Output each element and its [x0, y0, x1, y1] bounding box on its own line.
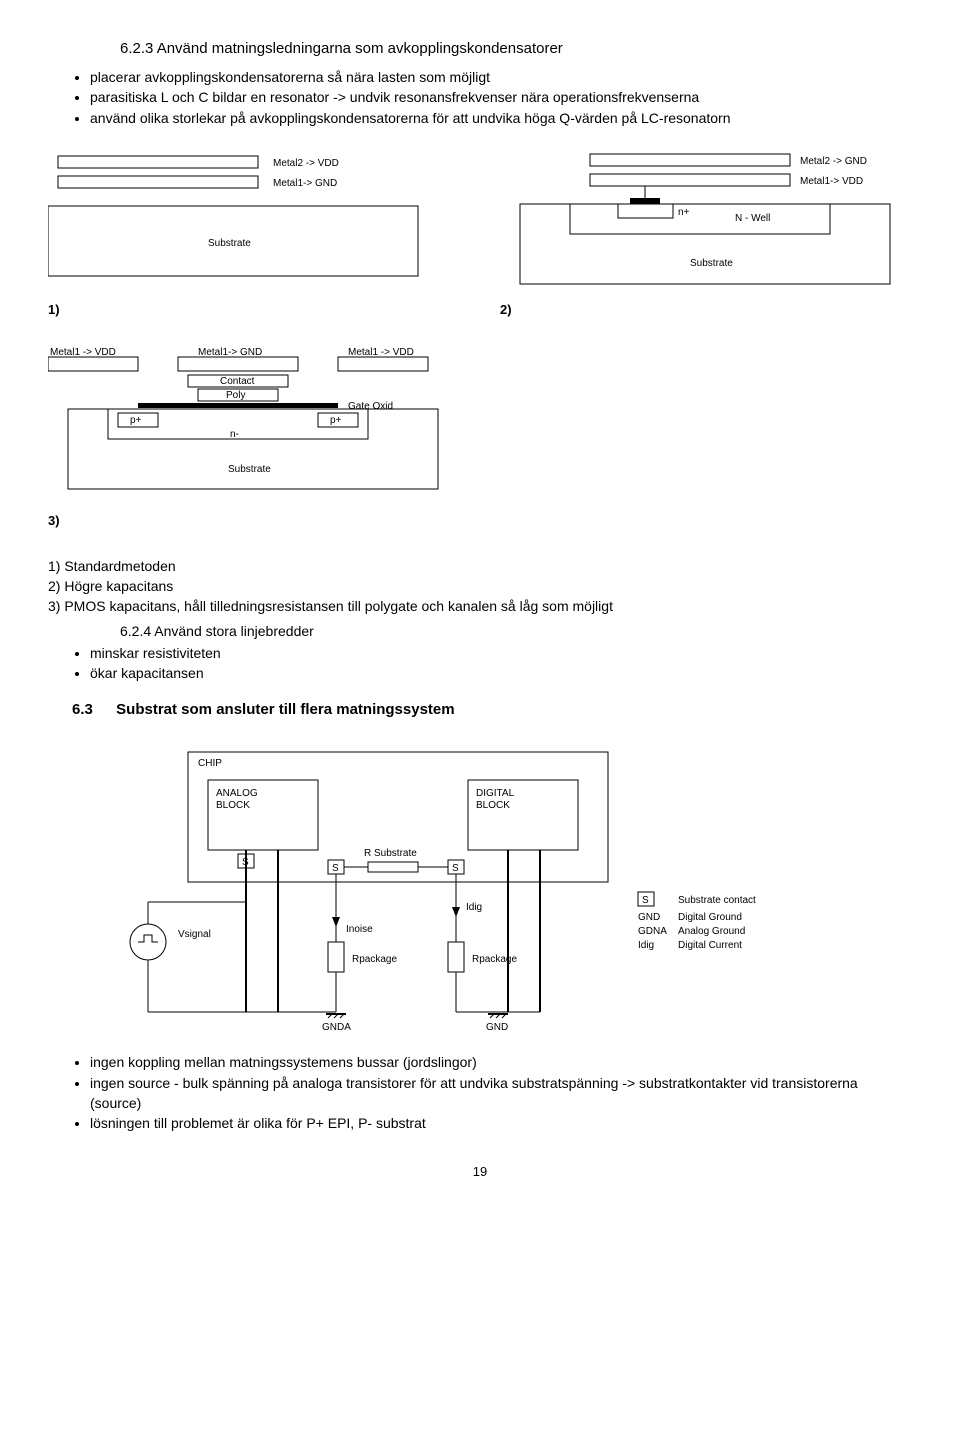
- heading-63-num: 6.3: [72, 701, 112, 718]
- svg-text:GDNA: GDNA: [638, 926, 667, 937]
- bullet-item: lösningen till problemet är olika för P+…: [90, 1113, 912, 1133]
- fig3-number: 3): [48, 513, 912, 528]
- bullet-item: ingen source - bulk spänning på analoga …: [90, 1073, 912, 1114]
- heading-624: 6.2.4 Använd stora linjebredder: [120, 623, 912, 639]
- fig1-metal2-label: Metal2 -> VDD: [273, 158, 339, 169]
- fig4-analog2: BLOCK: [216, 800, 250, 811]
- bullet-item: minskar resistiviteten: [90, 643, 912, 663]
- fig1-substrate-label: Substrate: [208, 238, 251, 249]
- fig1-number: 1): [48, 302, 460, 317]
- svg-text:Idig: Idig: [638, 940, 654, 951]
- fig3-contact: Contact: [220, 376, 255, 387]
- fig3-nminus: n-: [230, 429, 239, 440]
- fig4-chip: CHIP: [198, 758, 222, 769]
- bullet-item: ingen koppling mellan matningssystemens …: [90, 1052, 912, 1072]
- heading-623: 6.2.3 Använd matningsledningarna som avk…: [120, 40, 912, 57]
- legend-line: 1) Standardmetoden: [48, 556, 912, 576]
- svg-text:S: S: [452, 863, 459, 874]
- figure-legend: 1) Standardmetoden 2) Högre kapacitans 3…: [48, 556, 912, 617]
- fig4-digital1: DIGITAL: [476, 788, 515, 799]
- fig4-gnda: GNDA: [322, 1022, 351, 1033]
- fig4-rpackage2: Rpackage: [472, 954, 517, 965]
- heading-63-text: Substrat som ansluter till flera matning…: [116, 701, 454, 718]
- fig4-idig: Idig: [466, 902, 482, 913]
- figure-3: Metal1 -> VDD Metal1-> GND Metal1 -> VDD…: [48, 347, 912, 528]
- bullet-item: ökar kapacitansen: [90, 663, 912, 683]
- fig2-nplus-label: n+: [678, 207, 690, 218]
- fig4-legend-gnd: Digital Ground: [678, 912, 742, 923]
- bullet-item: placerar avkopplingskondensatorerna så n…: [90, 67, 912, 87]
- svg-text:S: S: [332, 863, 339, 874]
- bullets-624: minskar resistiviteten ökar kapacitansen: [72, 643, 912, 684]
- legend-line: 3) PMOS kapacitans, håll tilledningsresi…: [48, 596, 912, 616]
- bullet-item: använd olika storlekar på avkopplingskon…: [90, 108, 912, 128]
- fig2-nwell-label: N - Well: [735, 213, 770, 224]
- figure-4: CHIP ANALOG BLOCK DIGITAL BLOCK S S S R …: [108, 742, 912, 1042]
- fig2-number: 2): [500, 302, 912, 317]
- fig1-metal1-label: Metal1-> GND: [273, 178, 337, 189]
- fig3-metal1vdd-l: Metal1 -> VDD: [50, 347, 116, 358]
- fig4-digital2: BLOCK: [476, 800, 510, 811]
- fig3-pplus-l: p+: [130, 415, 142, 426]
- fig3-gateoxid: Gate Oxid: [348, 401, 393, 412]
- fig4-inoise: Inoise: [346, 924, 373, 935]
- fig4-legend-idig: Digital Current: [678, 940, 742, 951]
- legend-line: 2) Högre kapacitans: [48, 576, 912, 596]
- fig3-pplus-r: p+: [330, 415, 342, 426]
- fig2-substrate-label: Substrate: [690, 258, 733, 269]
- svg-text:GND: GND: [638, 912, 660, 923]
- fig4-vsignal: Vsignal: [178, 929, 211, 940]
- svg-text:S: S: [642, 895, 649, 906]
- figure-row-12: Metal2 -> VDD Metal1-> GND Substrate 1) …: [48, 146, 912, 317]
- figure-1: Metal2 -> VDD Metal1-> GND Substrate 1): [48, 146, 460, 317]
- bullets-63: ingen koppling mellan matningssystemens …: [72, 1052, 912, 1133]
- fig3-metal1vdd-r: Metal1 -> VDD: [348, 347, 414, 358]
- figure-2: Metal2 -> GND Metal1-> VDD n+ N - Well S…: [500, 146, 912, 317]
- fig4-rsub: R Substrate: [364, 848, 417, 859]
- heading-63: 6.3 Substrat som ansluter till flera mat…: [72, 701, 912, 718]
- page-number: 19: [48, 1164, 912, 1179]
- fig3-metal1gnd: Metal1-> GND: [198, 347, 262, 358]
- fig4-analog1: ANALOG: [216, 788, 258, 799]
- fig4-legend-gdna: Analog Ground: [678, 926, 745, 937]
- fig3-substrate: Substrate: [228, 464, 271, 475]
- fig3-poly: Poly: [226, 390, 245, 401]
- bullet-item: parasitiska L och C bildar en resonator …: [90, 87, 912, 107]
- fig4-legend-s: Substrate contact: [678, 895, 756, 906]
- fig4-gnd: GND: [486, 1022, 508, 1033]
- fig2-metal1-label: Metal1-> VDD: [800, 176, 863, 187]
- fig2-metal2-label: Metal2 -> GND: [800, 156, 867, 167]
- fig4-rpackage1: Rpackage: [352, 954, 397, 965]
- bullets-623: placerar avkopplingskondensatorerna så n…: [72, 67, 912, 128]
